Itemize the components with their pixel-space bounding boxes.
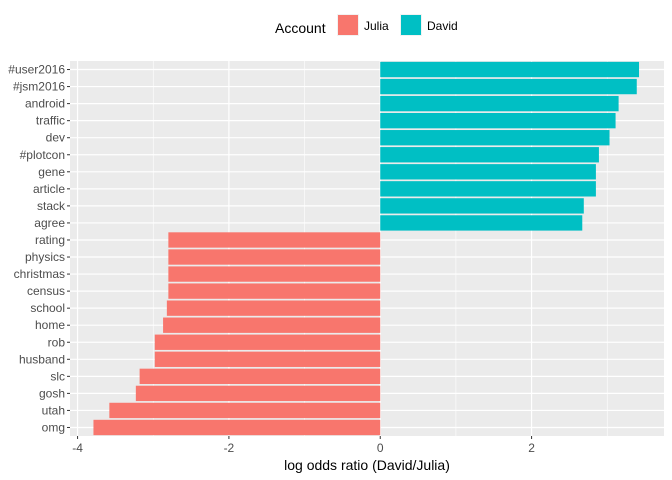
legend: Account Julia David xyxy=(275,14,458,36)
y-tick-label: census xyxy=(27,284,65,298)
bar-plotcon xyxy=(380,147,599,163)
y-tick-label: gene xyxy=(38,165,65,179)
y-tick-label: android xyxy=(25,97,65,111)
legend-title: Account xyxy=(275,20,326,36)
y-tick-label: home xyxy=(35,318,65,332)
bar-rob xyxy=(154,334,381,350)
y-tick-label: traffic xyxy=(36,114,65,128)
y-tick-label: physics xyxy=(25,250,65,264)
y-tick-label: stack xyxy=(37,199,66,213)
y-tick-label: #jsm2016 xyxy=(13,80,65,94)
bar-rating xyxy=(168,232,381,248)
bars xyxy=(93,61,640,436)
bar-gosh xyxy=(135,385,381,402)
x-tick-label: -4 xyxy=(72,441,83,455)
legend-label: David xyxy=(427,19,458,33)
bar-article xyxy=(380,181,596,197)
legend-swatch xyxy=(338,15,358,35)
y-tick-label: utah xyxy=(42,403,65,417)
y-tick-label: school xyxy=(30,301,65,315)
bar-traffic xyxy=(380,112,616,129)
y-axis: #user2016 #jsm2016 android traffic dev #plotc… xyxy=(8,63,70,434)
bar-census xyxy=(168,283,381,299)
y-tick-label: slc xyxy=(50,369,65,383)
y-tick-label: christmas xyxy=(14,267,65,281)
y-tick-label: agree xyxy=(34,216,65,230)
x-tick-label: 0 xyxy=(377,441,384,455)
y-tick-label: husband xyxy=(19,352,65,366)
legend-label: Julia xyxy=(364,19,389,33)
bar-android xyxy=(380,95,619,112)
bar-omg xyxy=(93,419,381,436)
bar-husband xyxy=(154,351,381,367)
bar-home xyxy=(163,317,381,333)
x-axis-title: log odds ratio (David/Julia) xyxy=(284,457,450,473)
bar-user2016 xyxy=(380,61,640,78)
bar-slc xyxy=(139,368,381,385)
bar-stack xyxy=(380,198,584,214)
y-tick-label: rating xyxy=(35,233,65,247)
y-tick-label: gosh xyxy=(39,386,65,400)
x-axis: -4 -2 0 2 xyxy=(72,436,535,455)
legend-swatch xyxy=(401,15,421,35)
bar-gene xyxy=(380,164,596,180)
y-tick-label: dev xyxy=(46,131,65,145)
x-tick-label: -2 xyxy=(224,441,235,455)
bar-dev xyxy=(380,130,610,146)
y-tick-label: rob xyxy=(48,335,66,349)
bar-physics xyxy=(168,249,381,265)
y-tick-label: omg xyxy=(42,420,65,434)
y-tick-label: article xyxy=(33,182,65,196)
y-tick-label: #plotcon xyxy=(20,148,65,162)
y-tick-label: #user2016 xyxy=(8,63,65,77)
bar-christmas xyxy=(168,266,381,282)
bar-agree xyxy=(380,215,583,231)
x-tick-label: 2 xyxy=(528,441,535,455)
bar-utah xyxy=(109,402,381,419)
bar-jsm2016 xyxy=(380,78,637,95)
bar-school xyxy=(166,300,381,316)
